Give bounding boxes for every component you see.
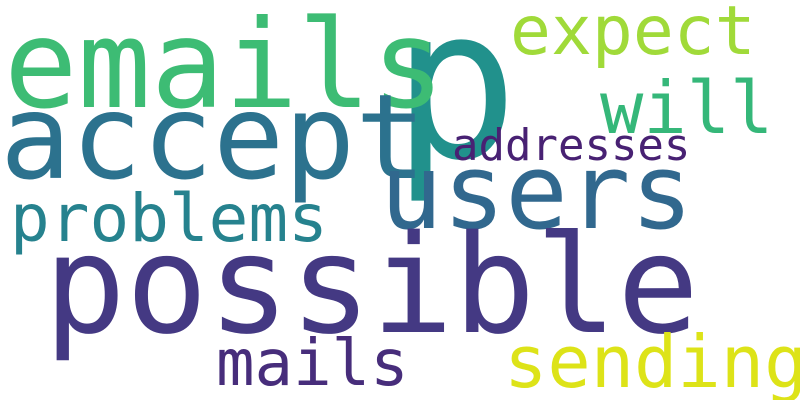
word-mails: mails [216,327,409,400]
word-expect: expect [510,0,756,71]
word-users: users [380,131,694,253]
word-sending: sending [504,320,800,400]
word-emails: emails [4,0,445,136]
word-will: will [600,66,774,150]
word-accept: accept [0,68,427,206]
word-problems: problems [10,180,328,257]
word-p: p [392,0,519,207]
word-addresses: addresses [452,120,691,171]
word-possible: possible [44,207,700,365]
